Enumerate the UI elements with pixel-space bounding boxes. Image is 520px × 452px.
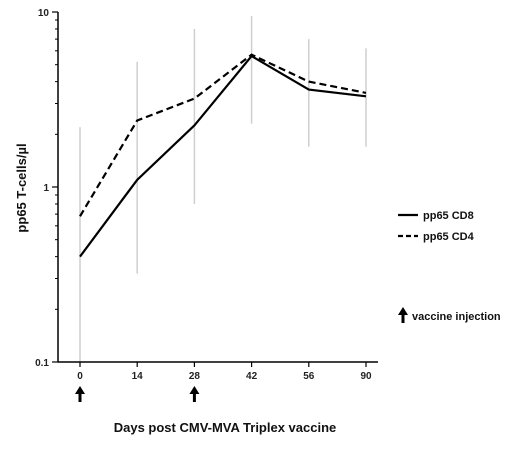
- y-tick-label: 10: [38, 8, 50, 19]
- series-line-pp65-cd4: [79, 53, 367, 217]
- x-tick-label: 42: [246, 371, 258, 382]
- legend-label-1: pp65 CD8: [423, 210, 474, 222]
- legend: pp65 CD8 pp65 CD4 vaccine injection: [398, 210, 501, 323]
- y-tick-label: 1: [43, 183, 49, 194]
- axes: [52, 11, 378, 367]
- x-tick-label: 0: [77, 371, 83, 382]
- x-tick-label: 28: [189, 371, 201, 382]
- x-axis-title: Days post CMV-MVA Triplex vaccine: [114, 420, 337, 435]
- x-tick-label: 56: [303, 371, 315, 382]
- legend-arrow-icon: [398, 307, 408, 323]
- x-tick-label: 14: [132, 371, 144, 382]
- series-lines: [79, 53, 367, 258]
- y-axis-title: pp65 T-cells/µl: [14, 143, 29, 232]
- tick-labels: 0.1 1 10 0 14 28 42 56 90: [35, 8, 372, 382]
- x-tick-label: 90: [360, 371, 372, 382]
- legend-label-vaccine-injection: vaccine injection: [412, 311, 501, 323]
- error-bars: [79, 15, 367, 362]
- injection-arrows: [75, 386, 200, 402]
- series-line-pp65-cd8: [79, 54, 367, 258]
- legend-label-2: pp65 CD4: [423, 231, 475, 243]
- y-tick-label: 0.1: [35, 358, 49, 369]
- injection-arrow-day-28: [189, 386, 200, 402]
- injection-arrow-day-0: [75, 386, 85, 402]
